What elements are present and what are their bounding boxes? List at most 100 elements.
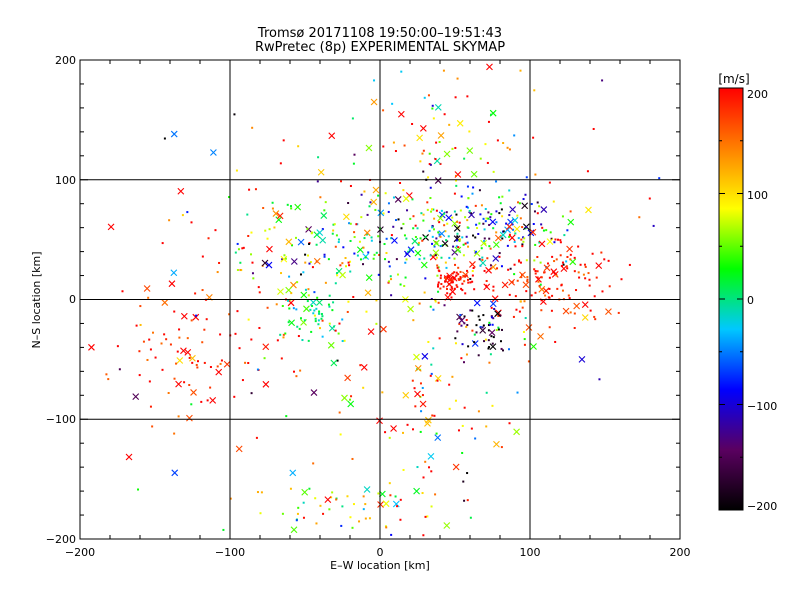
data-point — [487, 324, 490, 327]
data-point — [438, 141, 441, 144]
data-point — [488, 321, 491, 324]
data-point — [289, 205, 292, 208]
data-point — [175, 362, 178, 365]
data-point — [364, 517, 367, 520]
data-point — [400, 70, 403, 73]
data-point — [280, 357, 283, 360]
data-point — [567, 294, 570, 297]
data-point — [436, 274, 439, 277]
data-point — [192, 313, 200, 321]
data-point — [190, 319, 193, 322]
data-point — [107, 223, 115, 231]
data-point — [388, 436, 391, 439]
data-point — [320, 312, 323, 315]
data-point — [459, 209, 462, 212]
data-point — [304, 253, 307, 256]
data-point — [377, 492, 380, 495]
data-point — [451, 279, 454, 282]
data-point — [339, 264, 342, 267]
data-point — [234, 251, 237, 254]
data-point — [513, 240, 516, 243]
data-point — [420, 410, 423, 413]
data-point — [422, 149, 425, 152]
data-point — [554, 238, 557, 241]
data-point — [488, 237, 491, 240]
data-point — [338, 322, 341, 325]
data-point — [404, 261, 407, 264]
data-point — [534, 272, 537, 275]
data-point — [271, 207, 274, 210]
data-point — [403, 250, 411, 258]
data-point — [533, 89, 536, 92]
data-point — [363, 229, 371, 237]
data-point — [301, 488, 309, 496]
data-point — [454, 263, 457, 266]
data-point — [434, 374, 442, 382]
data-point — [460, 324, 463, 327]
data-point — [254, 188, 257, 191]
data-point — [275, 216, 283, 224]
data-point — [406, 423, 409, 426]
data-point — [586, 170, 589, 173]
data-point — [432, 208, 435, 211]
data-point — [148, 338, 151, 341]
data-point — [262, 206, 265, 209]
data-point — [468, 209, 471, 212]
data-point — [216, 365, 219, 368]
data-point — [465, 274, 468, 277]
data-point — [457, 266, 460, 269]
data-point — [439, 245, 442, 248]
data-point — [559, 239, 562, 242]
data-point — [456, 77, 459, 80]
data-point — [484, 207, 487, 210]
data-point — [466, 241, 469, 244]
data-point — [453, 271, 456, 274]
data-point — [163, 137, 166, 140]
data-point — [536, 276, 539, 279]
data-point — [439, 277, 442, 280]
data-point — [377, 209, 385, 217]
data-point — [497, 328, 500, 331]
data-point — [463, 157, 466, 160]
data-point — [566, 245, 573, 253]
data-point — [388, 265, 391, 268]
data-point — [339, 433, 342, 436]
data-point — [288, 275, 291, 278]
data-point — [413, 353, 420, 361]
data-point — [176, 350, 179, 353]
data-point — [500, 265, 503, 268]
data-point — [132, 393, 140, 401]
data-point — [261, 259, 269, 267]
data-point — [160, 342, 163, 345]
data-point — [390, 234, 393, 237]
data-point — [526, 278, 529, 281]
data-point — [152, 331, 155, 334]
data-point — [481, 258, 484, 261]
data-point — [434, 254, 437, 257]
data-point — [349, 398, 352, 401]
data-point — [315, 243, 318, 246]
data-point — [522, 240, 525, 243]
data-point — [365, 274, 373, 282]
data-point — [448, 407, 451, 410]
data-point — [475, 250, 478, 253]
data-point — [255, 436, 258, 439]
data-point — [516, 391, 519, 394]
data-point — [428, 466, 431, 469]
data-point — [523, 300, 526, 303]
data-point — [511, 223, 514, 226]
data-point — [201, 255, 204, 258]
data-point — [561, 289, 564, 292]
data-point — [422, 213, 425, 216]
data-point — [483, 283, 491, 291]
data-point — [559, 241, 562, 244]
data-point — [505, 222, 508, 225]
data-point — [466, 324, 469, 327]
data-point — [190, 403, 193, 406]
data-point — [474, 236, 477, 239]
data-point — [459, 313, 462, 316]
data-point — [317, 168, 325, 176]
data-point — [462, 274, 465, 277]
data-point — [490, 315, 493, 318]
data-point — [281, 258, 284, 261]
